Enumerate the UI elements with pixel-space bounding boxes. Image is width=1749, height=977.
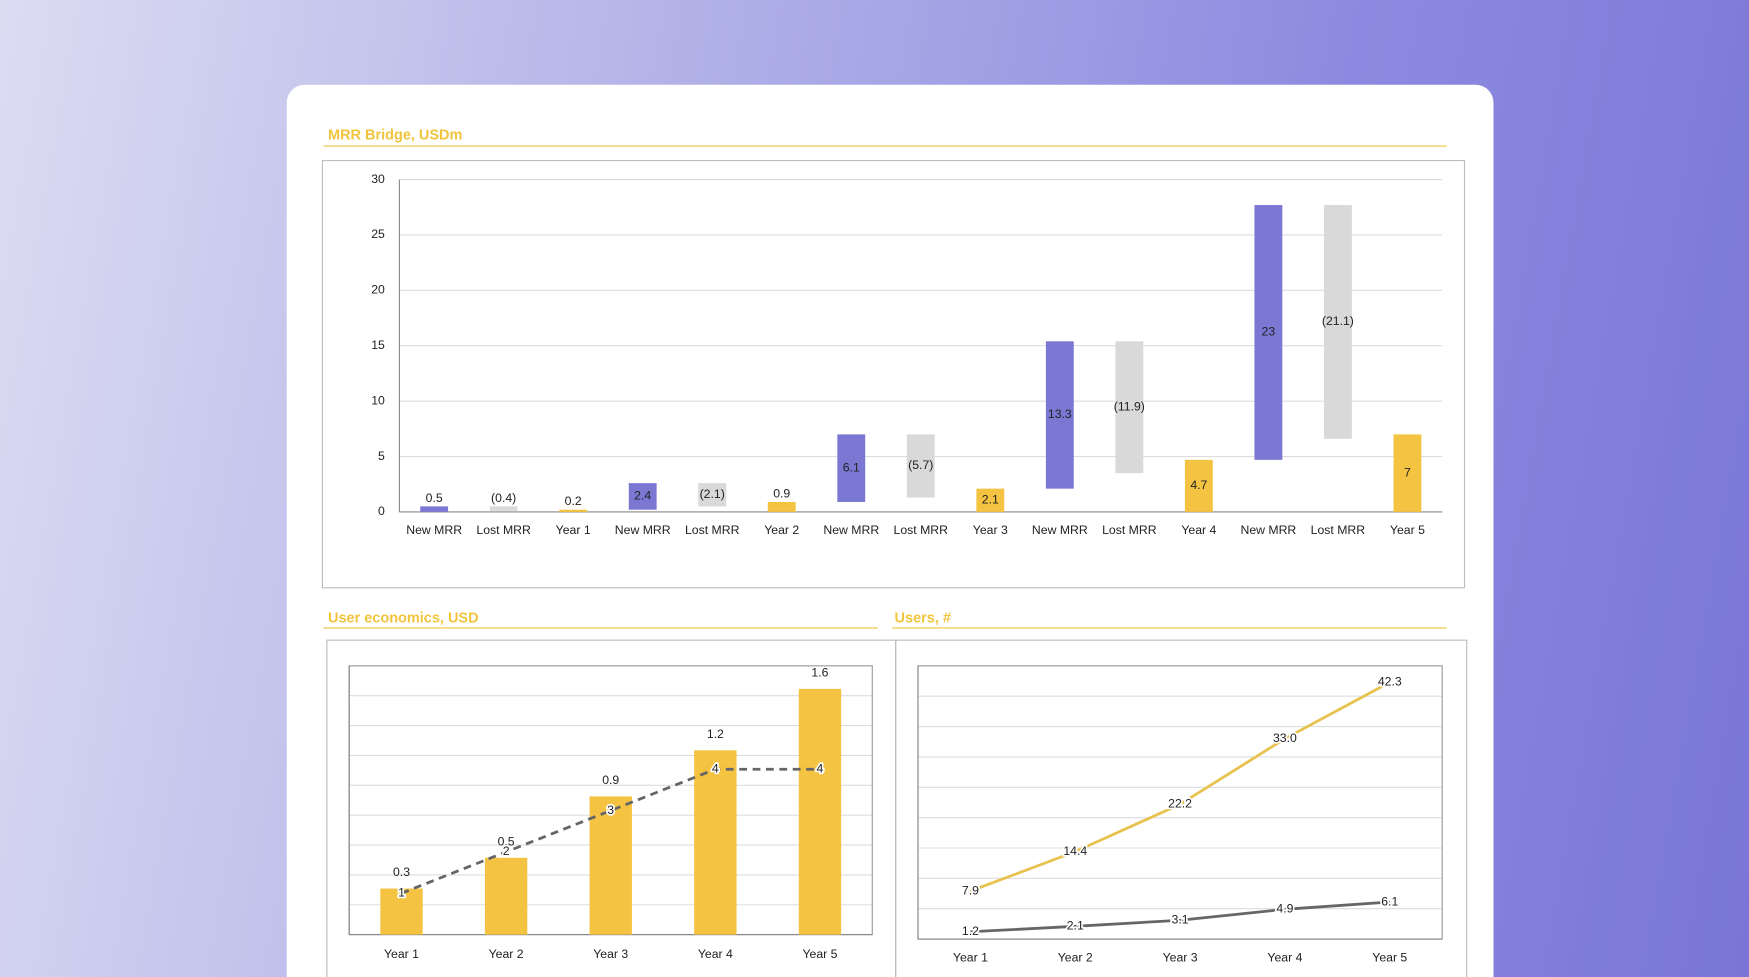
chart-frame: [321, 160, 1466, 589]
y-tick-label: 20: [371, 283, 385, 297]
x-tick-label: Year 2: [764, 523, 799, 537]
line: [969, 680, 1391, 893]
bar: [628, 483, 657, 510]
chart-frame: [895, 639, 1468, 977]
data-label: (21.1): [1322, 314, 1354, 328]
x-tick-label: New MRR: [615, 523, 671, 537]
bar: [798, 688, 842, 935]
data-label: 23: [1262, 325, 1276, 339]
x-tick-label: Year 1: [556, 523, 591, 537]
x-tick-label: Year 5: [1372, 950, 1407, 964]
x-tick-label: Year 3: [1163, 950, 1198, 964]
data-label: 13.3: [1048, 407, 1072, 421]
bar: [1393, 434, 1422, 512]
y-tick-label: 0: [378, 504, 385, 518]
data-label: 4: [712, 761, 719, 775]
data-label: 2.4: [634, 489, 651, 503]
data-label: 7.9: [962, 883, 979, 897]
x-tick-label: Year 3: [973, 523, 1008, 537]
data-label: 4: [817, 761, 824, 775]
bar: [1045, 341, 1074, 489]
x-tick-label: New MRR: [406, 523, 462, 537]
bar: [589, 796, 632, 935]
chart-title: MRR Bridge, USDm: [328, 127, 462, 143]
data-label: 0.5: [426, 491, 443, 505]
x-tick-label: Year 2: [1058, 950, 1093, 964]
y-tick-label: 10: [371, 393, 385, 407]
bar: [976, 488, 1005, 512]
bar: [420, 506, 449, 512]
x-tick-label: Year 1: [953, 950, 988, 964]
bar: [484, 857, 528, 935]
bar: [1115, 341, 1144, 474]
bar: [694, 750, 737, 935]
data-label: 7: [1404, 465, 1411, 479]
x-tick-label: New MRR: [1240, 523, 1296, 537]
data-label: 0.9: [602, 773, 619, 787]
data-label: 4.7: [1190, 478, 1207, 492]
data-label: 33.0: [1273, 731, 1297, 745]
data-label: 2.1: [1067, 919, 1084, 933]
x-tick-label: Lost MRR: [1102, 523, 1157, 537]
bar: [559, 509, 588, 512]
data-label: 0.3: [393, 865, 410, 879]
y-tick-label: 25: [371, 227, 385, 241]
x-tick-label: New MRR: [823, 523, 879, 537]
data-label: (11.9): [1114, 399, 1145, 413]
x-tick-label: Lost MRR: [476, 523, 531, 537]
line: [970, 900, 1390, 934]
data-label: 42.3: [1378, 674, 1402, 688]
card: [286, 84, 1494, 977]
data-label: (2.1): [700, 487, 725, 501]
data-label: 4.9: [1276, 902, 1293, 916]
bar: [767, 501, 796, 512]
bar: [1184, 459, 1213, 512]
data-label: (0.4): [491, 491, 516, 505]
y-tick-label: 15: [371, 338, 385, 352]
bar: [1254, 205, 1283, 460]
x-tick-label: Year 5: [802, 947, 837, 961]
x-tick-label: Lost MRR: [1311, 523, 1366, 537]
data-label: 6.1: [1381, 894, 1398, 908]
data-label: 1.2: [707, 727, 724, 741]
x-tick-label: Year 4: [1181, 523, 1216, 537]
x-tick-label: Year 4: [698, 947, 733, 961]
x-tick-label: Year 3: [593, 947, 628, 961]
x-tick-label: Lost MRR: [894, 523, 949, 537]
data-label: 3: [607, 803, 614, 817]
bar: [489, 506, 518, 511]
x-tick-label: New MRR: [1032, 523, 1088, 537]
data-label: 0.2: [565, 494, 582, 508]
data-label: 2: [503, 844, 510, 858]
data-label: 6.1: [843, 460, 860, 474]
data-label: 1.6: [811, 665, 828, 679]
data-label: 1.2: [962, 924, 979, 938]
bar: [837, 434, 866, 502]
data-label: 14.4: [1063, 844, 1087, 858]
y-tick-label: 30: [371, 172, 385, 186]
data-label: 0.5: [498, 834, 515, 848]
bar: [698, 483, 727, 507]
chart-title: Users, #: [895, 610, 951, 626]
bar: [906, 434, 935, 498]
data-label: 1: [398, 886, 405, 900]
chart-title: User economics, USD: [328, 610, 479, 626]
data-label: 22.2: [1168, 797, 1192, 811]
x-tick-label: Year 1: [384, 947, 419, 961]
x-tick-label: Lost MRR: [685, 523, 740, 537]
x-tick-label: Year 5: [1390, 523, 1425, 537]
data-label: 0.9: [773, 486, 790, 500]
data-label: 3.1: [1172, 912, 1189, 926]
y-tick-label: 5: [378, 449, 385, 463]
x-tick-label: Year 4: [1267, 950, 1302, 964]
bar: [380, 888, 423, 935]
data-label: (5.7): [908, 458, 933, 472]
data-label: 2.1: [982, 493, 999, 507]
bar: [1323, 205, 1352, 439]
x-tick-label: Year 2: [489, 947, 524, 961]
